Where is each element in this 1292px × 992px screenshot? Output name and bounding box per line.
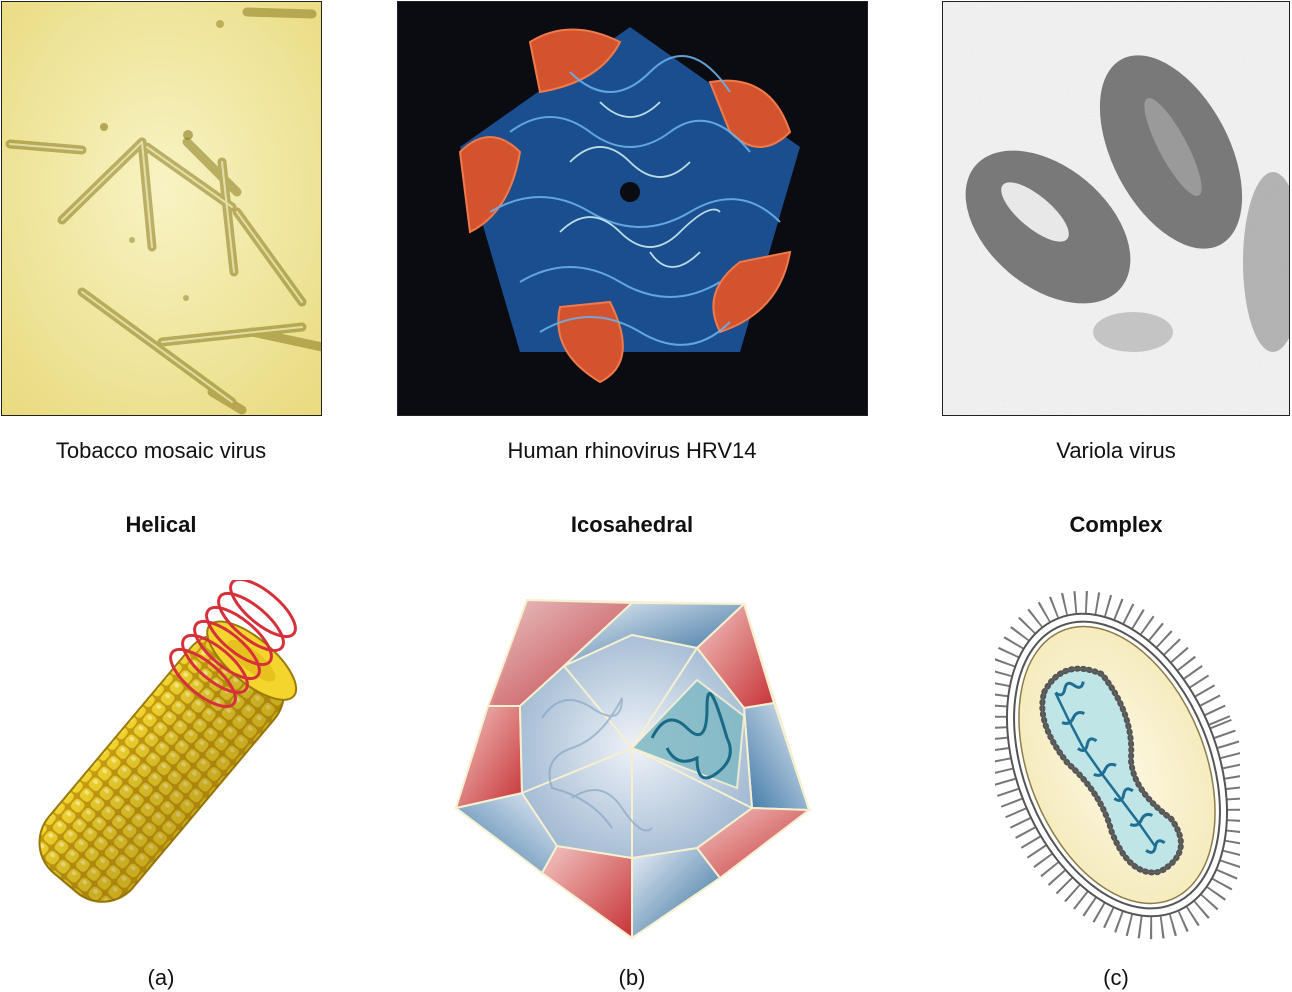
helical-capsid-diagram [5, 580, 335, 950]
tmv-caption: Tobacco mosaic virus [55, 438, 267, 463]
icosahedral-capsid-diagram [452, 598, 814, 943]
helical-label: Helical [125, 512, 197, 537]
variola-caption: Variola virus [1056, 438, 1176, 463]
complex-virion-diagram [995, 580, 1240, 950]
label-a: (a) [147, 965, 175, 990]
tmv-micrograph [1, 1, 322, 416]
rhinovirus-caption: Human rhinovirus HRV14 [507, 438, 757, 463]
rhinovirus-model [397, 1, 868, 416]
complex-label: Complex [1069, 512, 1163, 537]
label-b: (b) [618, 965, 646, 990]
icosahedral-label: Icosahedral [570, 512, 694, 537]
label-c: (c) [1103, 965, 1129, 990]
variola-micrograph [942, 1, 1290, 416]
